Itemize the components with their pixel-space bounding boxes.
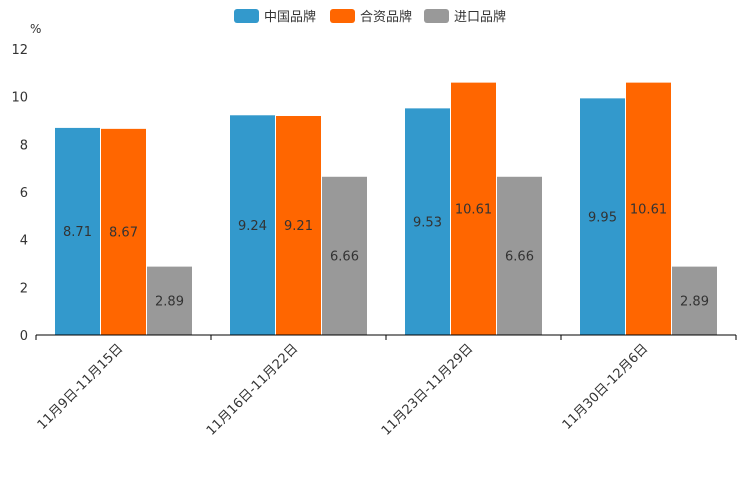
x-category-label-4: 11月30日-12月6日 xyxy=(560,341,652,433)
y-tick-label-6: 6 xyxy=(20,186,28,201)
data-label-2-2: 9.21 xyxy=(284,219,313,234)
x-category-label-2: 11月16日-11月22日 xyxy=(204,341,301,438)
legend-swatch-2 xyxy=(330,9,355,23)
data-label-3-4: 2.89 xyxy=(680,295,709,310)
bar-1-2 xyxy=(229,114,276,336)
legend-label-3: 进口品牌 xyxy=(454,9,506,25)
data-label-2-3: 10.61 xyxy=(455,203,492,218)
data-label-1-4: 9.95 xyxy=(588,210,617,225)
bar-2-1 xyxy=(100,127,147,336)
bar-2-2 xyxy=(275,114,322,336)
y-tick-label-0: 0 xyxy=(20,329,28,344)
y-axis-unit: % xyxy=(30,22,41,36)
bar-1-1 xyxy=(54,126,101,336)
y-tick-label-10: 10 xyxy=(11,91,28,106)
y-tick-label-4: 4 xyxy=(20,234,28,249)
bar-3-4 xyxy=(671,265,718,336)
data-label-2-1: 8.67 xyxy=(109,226,138,241)
x-category-label-1: 11月9日-11月15日 xyxy=(35,341,127,433)
legend-label-2: 合资品牌 xyxy=(360,9,412,25)
y-tick-label-8: 8 xyxy=(20,138,28,153)
legend-label-1: 中国品牌 xyxy=(264,9,316,25)
data-label-3-3: 6.66 xyxy=(505,250,534,265)
data-label-3-1: 2.89 xyxy=(155,295,184,310)
data-label-1-3: 9.53 xyxy=(413,215,442,230)
bar-1-4 xyxy=(579,97,626,336)
legend: 中国品牌 合资品牌 进口品牌 xyxy=(234,9,506,25)
bar-2-3 xyxy=(450,81,497,336)
data-label-2-4: 10.61 xyxy=(630,203,667,218)
bar-3-1 xyxy=(146,265,193,336)
x-axis: 11月9日-11月15日 11月16日-11月22日 11月23日-11月29日 11… xyxy=(35,334,737,439)
x-category-label-3: 11月23日-11月29日 xyxy=(379,341,476,438)
legend-swatch-3 xyxy=(424,9,449,23)
data-label-1-2: 9.24 xyxy=(238,219,267,234)
data-labels: 8.71 8.67 2.89 9.24 9.21 6.66 9.53 10.61 6.66 9.9… xyxy=(63,203,709,310)
bars xyxy=(54,81,718,336)
legend-swatch-1 xyxy=(234,9,259,23)
y-tick-label-12: 12 xyxy=(11,43,28,58)
data-label-1-1: 8.71 xyxy=(63,225,92,240)
bar-2-4 xyxy=(625,81,672,336)
data-label-3-2: 6.66 xyxy=(330,250,359,265)
bar-3-2 xyxy=(321,175,368,336)
y-tick-label-2: 2 xyxy=(20,281,28,296)
y-axis: 0 2 4 6 8 10 12 xyxy=(11,43,28,344)
